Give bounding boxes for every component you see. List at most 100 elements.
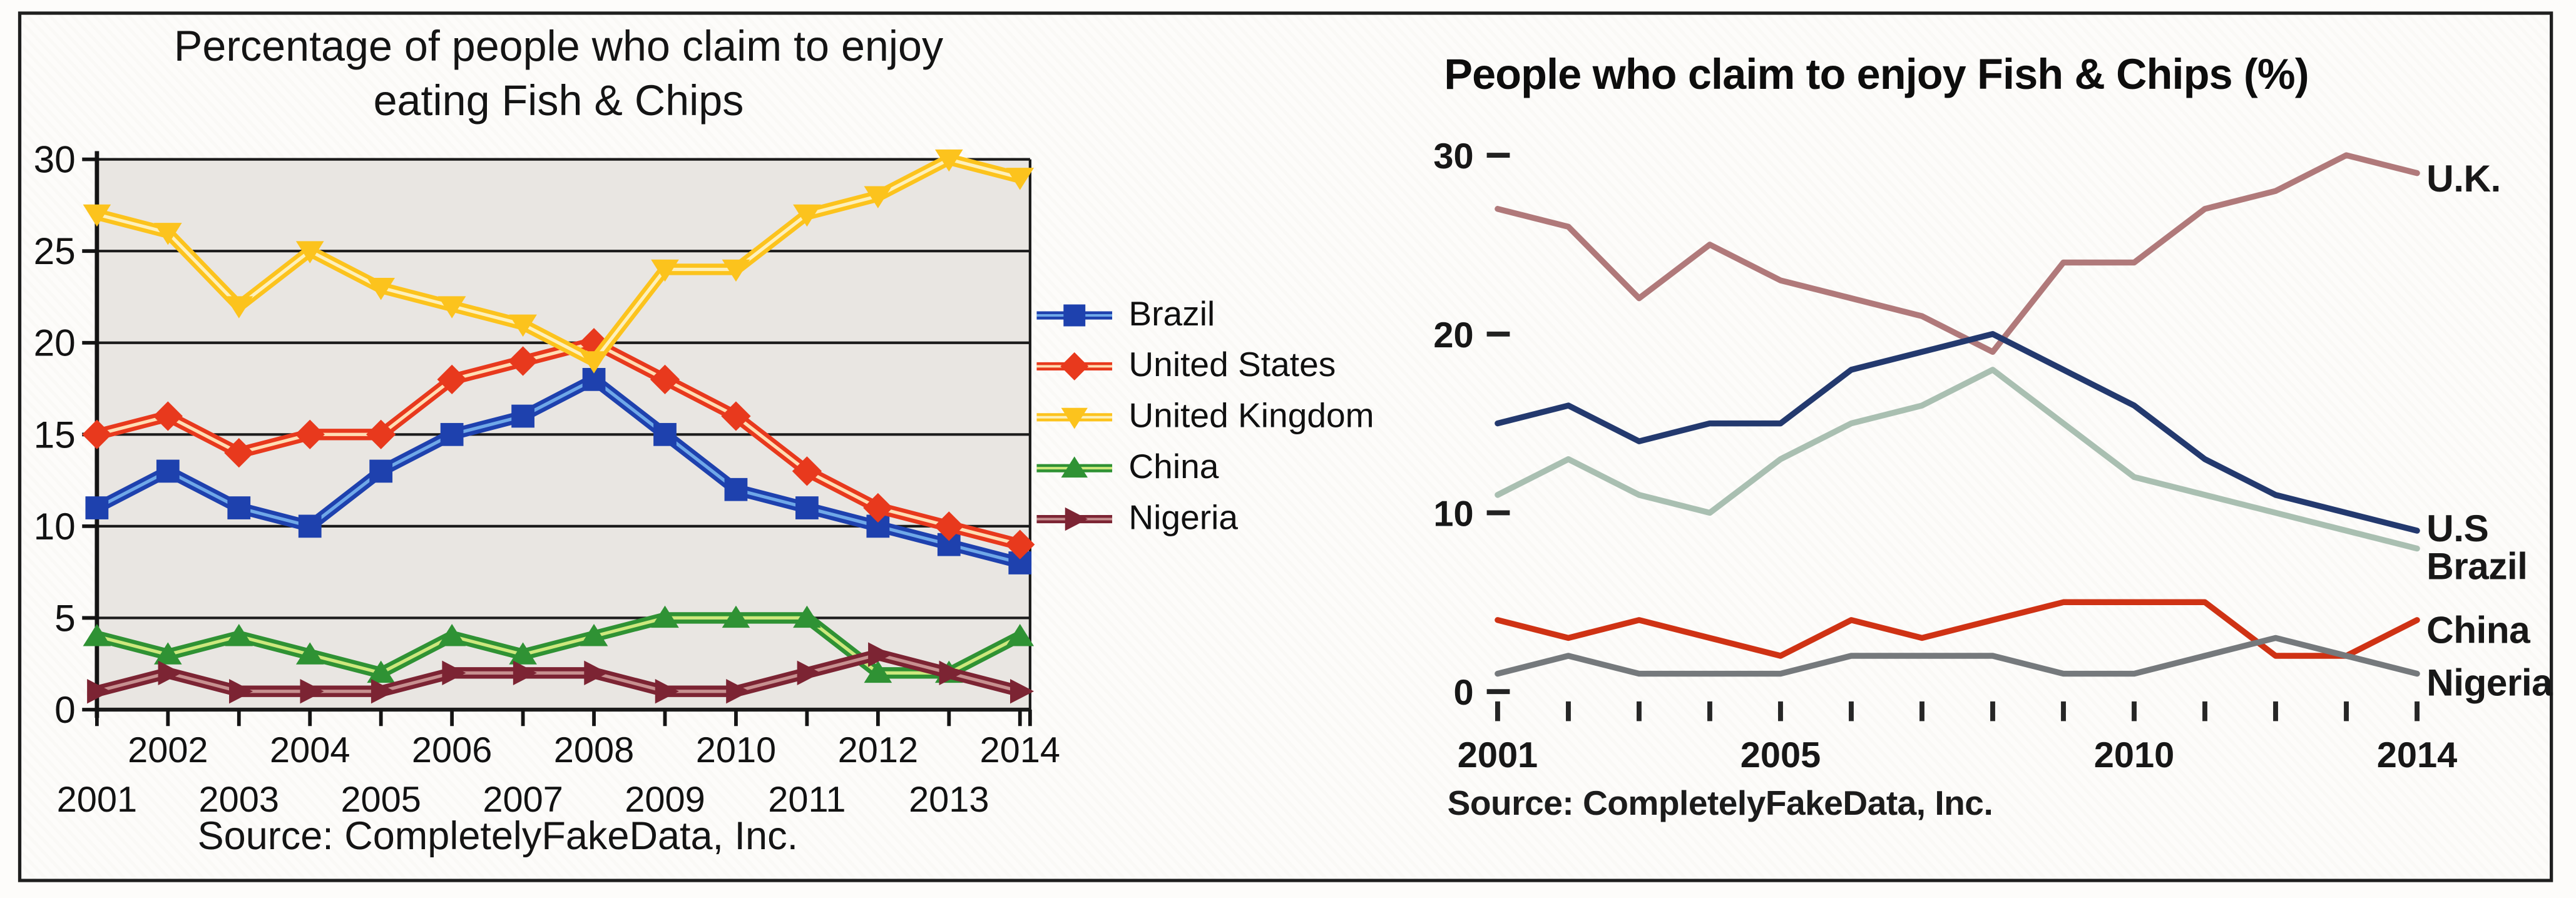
left-series-line-highlight bbox=[96, 341, 1021, 546]
left-ytick-label: 10 bbox=[34, 505, 76, 548]
square-marker bbox=[298, 514, 322, 538]
legend-item-united-kingdom: United Kingdom bbox=[1036, 391, 1374, 442]
triangle-right-marker bbox=[584, 660, 608, 686]
square-marker bbox=[511, 404, 534, 428]
legend-item-label: United States bbox=[1128, 345, 1336, 384]
triangle-up-icon bbox=[1061, 456, 1088, 477]
square-marker bbox=[795, 496, 819, 519]
triangle-down-marker bbox=[509, 314, 537, 337]
triangle-right-marker bbox=[229, 679, 253, 704]
diamond-marker bbox=[934, 511, 964, 541]
right-ytick-label: 0 bbox=[1454, 673, 1474, 713]
triangle-right-marker bbox=[797, 660, 821, 686]
triangle-up-marker bbox=[509, 642, 537, 665]
triangle-up-marker bbox=[83, 624, 111, 646]
left-xtick-label: 2008 bbox=[554, 730, 634, 770]
left-xtick-label: 2009 bbox=[625, 780, 705, 820]
line-label-us: U.S bbox=[2426, 506, 2489, 550]
triangle-right-marker bbox=[371, 679, 395, 704]
legend-marker-icon bbox=[1036, 351, 1113, 380]
square-marker bbox=[369, 459, 393, 483]
legend-item-label: China bbox=[1128, 447, 1219, 486]
left-chart-title: Percentage of people who claim to enjoy … bbox=[99, 20, 1019, 128]
triangle-down-marker bbox=[295, 241, 324, 263]
triangle-up-marker bbox=[651, 605, 679, 628]
diamond-marker bbox=[82, 419, 112, 449]
diamond-icon bbox=[1060, 351, 1089, 380]
left-xtick-label: 2001 bbox=[57, 780, 137, 820]
triangle-down-marker bbox=[934, 149, 963, 172]
legend-item-label: United Kingdom bbox=[1128, 396, 1374, 435]
right-series-line bbox=[1495, 635, 2420, 677]
triangle-up-marker bbox=[1006, 624, 1035, 646]
line-label-brazil: Brazil bbox=[2426, 544, 2528, 588]
right-ytick-label: 10 bbox=[1433, 494, 1473, 534]
triangle-down-marker bbox=[651, 259, 679, 282]
left-chart-source: Source: CompletelyFakeData, Inc. bbox=[197, 815, 799, 859]
triangle-right-marker bbox=[442, 660, 466, 686]
triangle-down-marker bbox=[722, 259, 750, 282]
legend-marker-icon bbox=[1036, 506, 1113, 530]
right-series-line bbox=[1495, 599, 2420, 659]
legend-item-label: Brazil bbox=[1128, 295, 1215, 333]
triangle-down-icon bbox=[1061, 407, 1088, 429]
legend-item-united-states: United States bbox=[1036, 340, 1374, 390]
triangle-down-marker bbox=[154, 223, 182, 245]
diamond-marker bbox=[508, 346, 538, 376]
triangle-right-marker bbox=[1010, 679, 1035, 704]
left-ytick-label: 0 bbox=[54, 688, 76, 731]
triangle-down-marker bbox=[367, 278, 395, 300]
left-series-line-highlight bbox=[96, 377, 1021, 565]
square-marker bbox=[440, 422, 464, 446]
legend-marker-icon bbox=[1036, 456, 1113, 477]
right-chart-source: Source: CompletelyFakeData, Inc. bbox=[1447, 785, 1993, 824]
triangle-up-marker bbox=[154, 642, 182, 665]
legend-item-label: Nigeria bbox=[1128, 498, 1239, 537]
triangle-down-marker bbox=[793, 204, 821, 227]
left-ytick-label: 5 bbox=[54, 596, 76, 639]
triangle-up-marker bbox=[864, 660, 892, 683]
left-ytick-label: 30 bbox=[34, 138, 76, 181]
diamond-marker bbox=[650, 364, 680, 394]
right-ytick-label: 30 bbox=[1433, 136, 1473, 176]
right-xtick-label: 2014 bbox=[2377, 735, 2457, 775]
right-xtick-label: 2010 bbox=[2094, 735, 2174, 775]
right-xtick-label: 2005 bbox=[1740, 735, 1821, 775]
left-xtick-label: 2012 bbox=[838, 730, 918, 770]
right-series-line bbox=[1495, 152, 2420, 355]
diamond-marker bbox=[863, 492, 893, 523]
triangle-right-marker bbox=[655, 679, 679, 704]
triangle-right-marker bbox=[87, 679, 111, 704]
left-xtick-label: 2006 bbox=[412, 730, 492, 770]
triangle-right-marker bbox=[513, 660, 537, 686]
left-xtick-label: 2004 bbox=[270, 730, 350, 770]
triangle-right-marker bbox=[158, 660, 182, 686]
square-marker bbox=[724, 477, 748, 501]
diamond-marker bbox=[1005, 529, 1035, 559]
triangle-right-marker bbox=[868, 642, 892, 667]
triangle-down-marker bbox=[864, 186, 892, 208]
diamond-marker bbox=[366, 419, 396, 449]
triangle-down-marker bbox=[225, 296, 253, 319]
triangle-up-marker bbox=[367, 660, 395, 683]
legend-marker-icon bbox=[1036, 304, 1113, 326]
square-marker bbox=[653, 422, 677, 446]
left-ytick-label: 20 bbox=[34, 322, 76, 364]
diamond-marker bbox=[224, 437, 254, 468]
left-xtick-label: 2007 bbox=[483, 780, 563, 820]
square-marker bbox=[227, 496, 251, 519]
triangle-right-marker bbox=[939, 660, 963, 686]
left-chart-title-line2: eating Fish & Chips bbox=[373, 75, 744, 125]
triangle-up-marker bbox=[225, 624, 253, 646]
right-series-line bbox=[1495, 367, 2420, 552]
legend-marker-icon bbox=[1036, 407, 1113, 429]
left-xtick-label: 2005 bbox=[340, 780, 421, 820]
line-label-uk: U.K. bbox=[2426, 157, 2501, 200]
square-marker bbox=[85, 496, 109, 519]
triangle-down-marker bbox=[437, 296, 466, 319]
triangle-down-marker bbox=[1006, 168, 1035, 190]
right-series-line bbox=[1495, 331, 2420, 534]
